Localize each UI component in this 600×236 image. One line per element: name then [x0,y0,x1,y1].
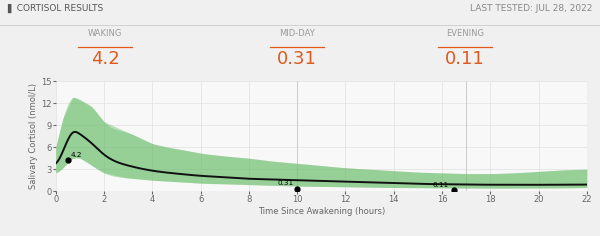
Text: 4.2: 4.2 [71,152,82,158]
Text: WAKING: WAKING [88,30,122,38]
Text: 0.31: 0.31 [277,50,317,67]
Text: LAST TESTED: JUL 28, 2022: LAST TESTED: JUL 28, 2022 [470,4,593,13]
Text: 4.2: 4.2 [91,50,119,67]
Text: 0.31: 0.31 [278,180,294,186]
Text: 0.11: 0.11 [433,182,448,188]
Y-axis label: Salivary Cortisol (nmol/L): Salivary Cortisol (nmol/L) [29,83,38,189]
Text: ▌ CORTISOL RESULTS: ▌ CORTISOL RESULTS [7,4,103,13]
Text: MID-DAY: MID-DAY [279,30,315,38]
Text: 0.11: 0.11 [445,50,485,67]
Text: EVENING: EVENING [446,30,484,38]
X-axis label: Time Since Awakening (hours): Time Since Awakening (hours) [257,207,385,216]
